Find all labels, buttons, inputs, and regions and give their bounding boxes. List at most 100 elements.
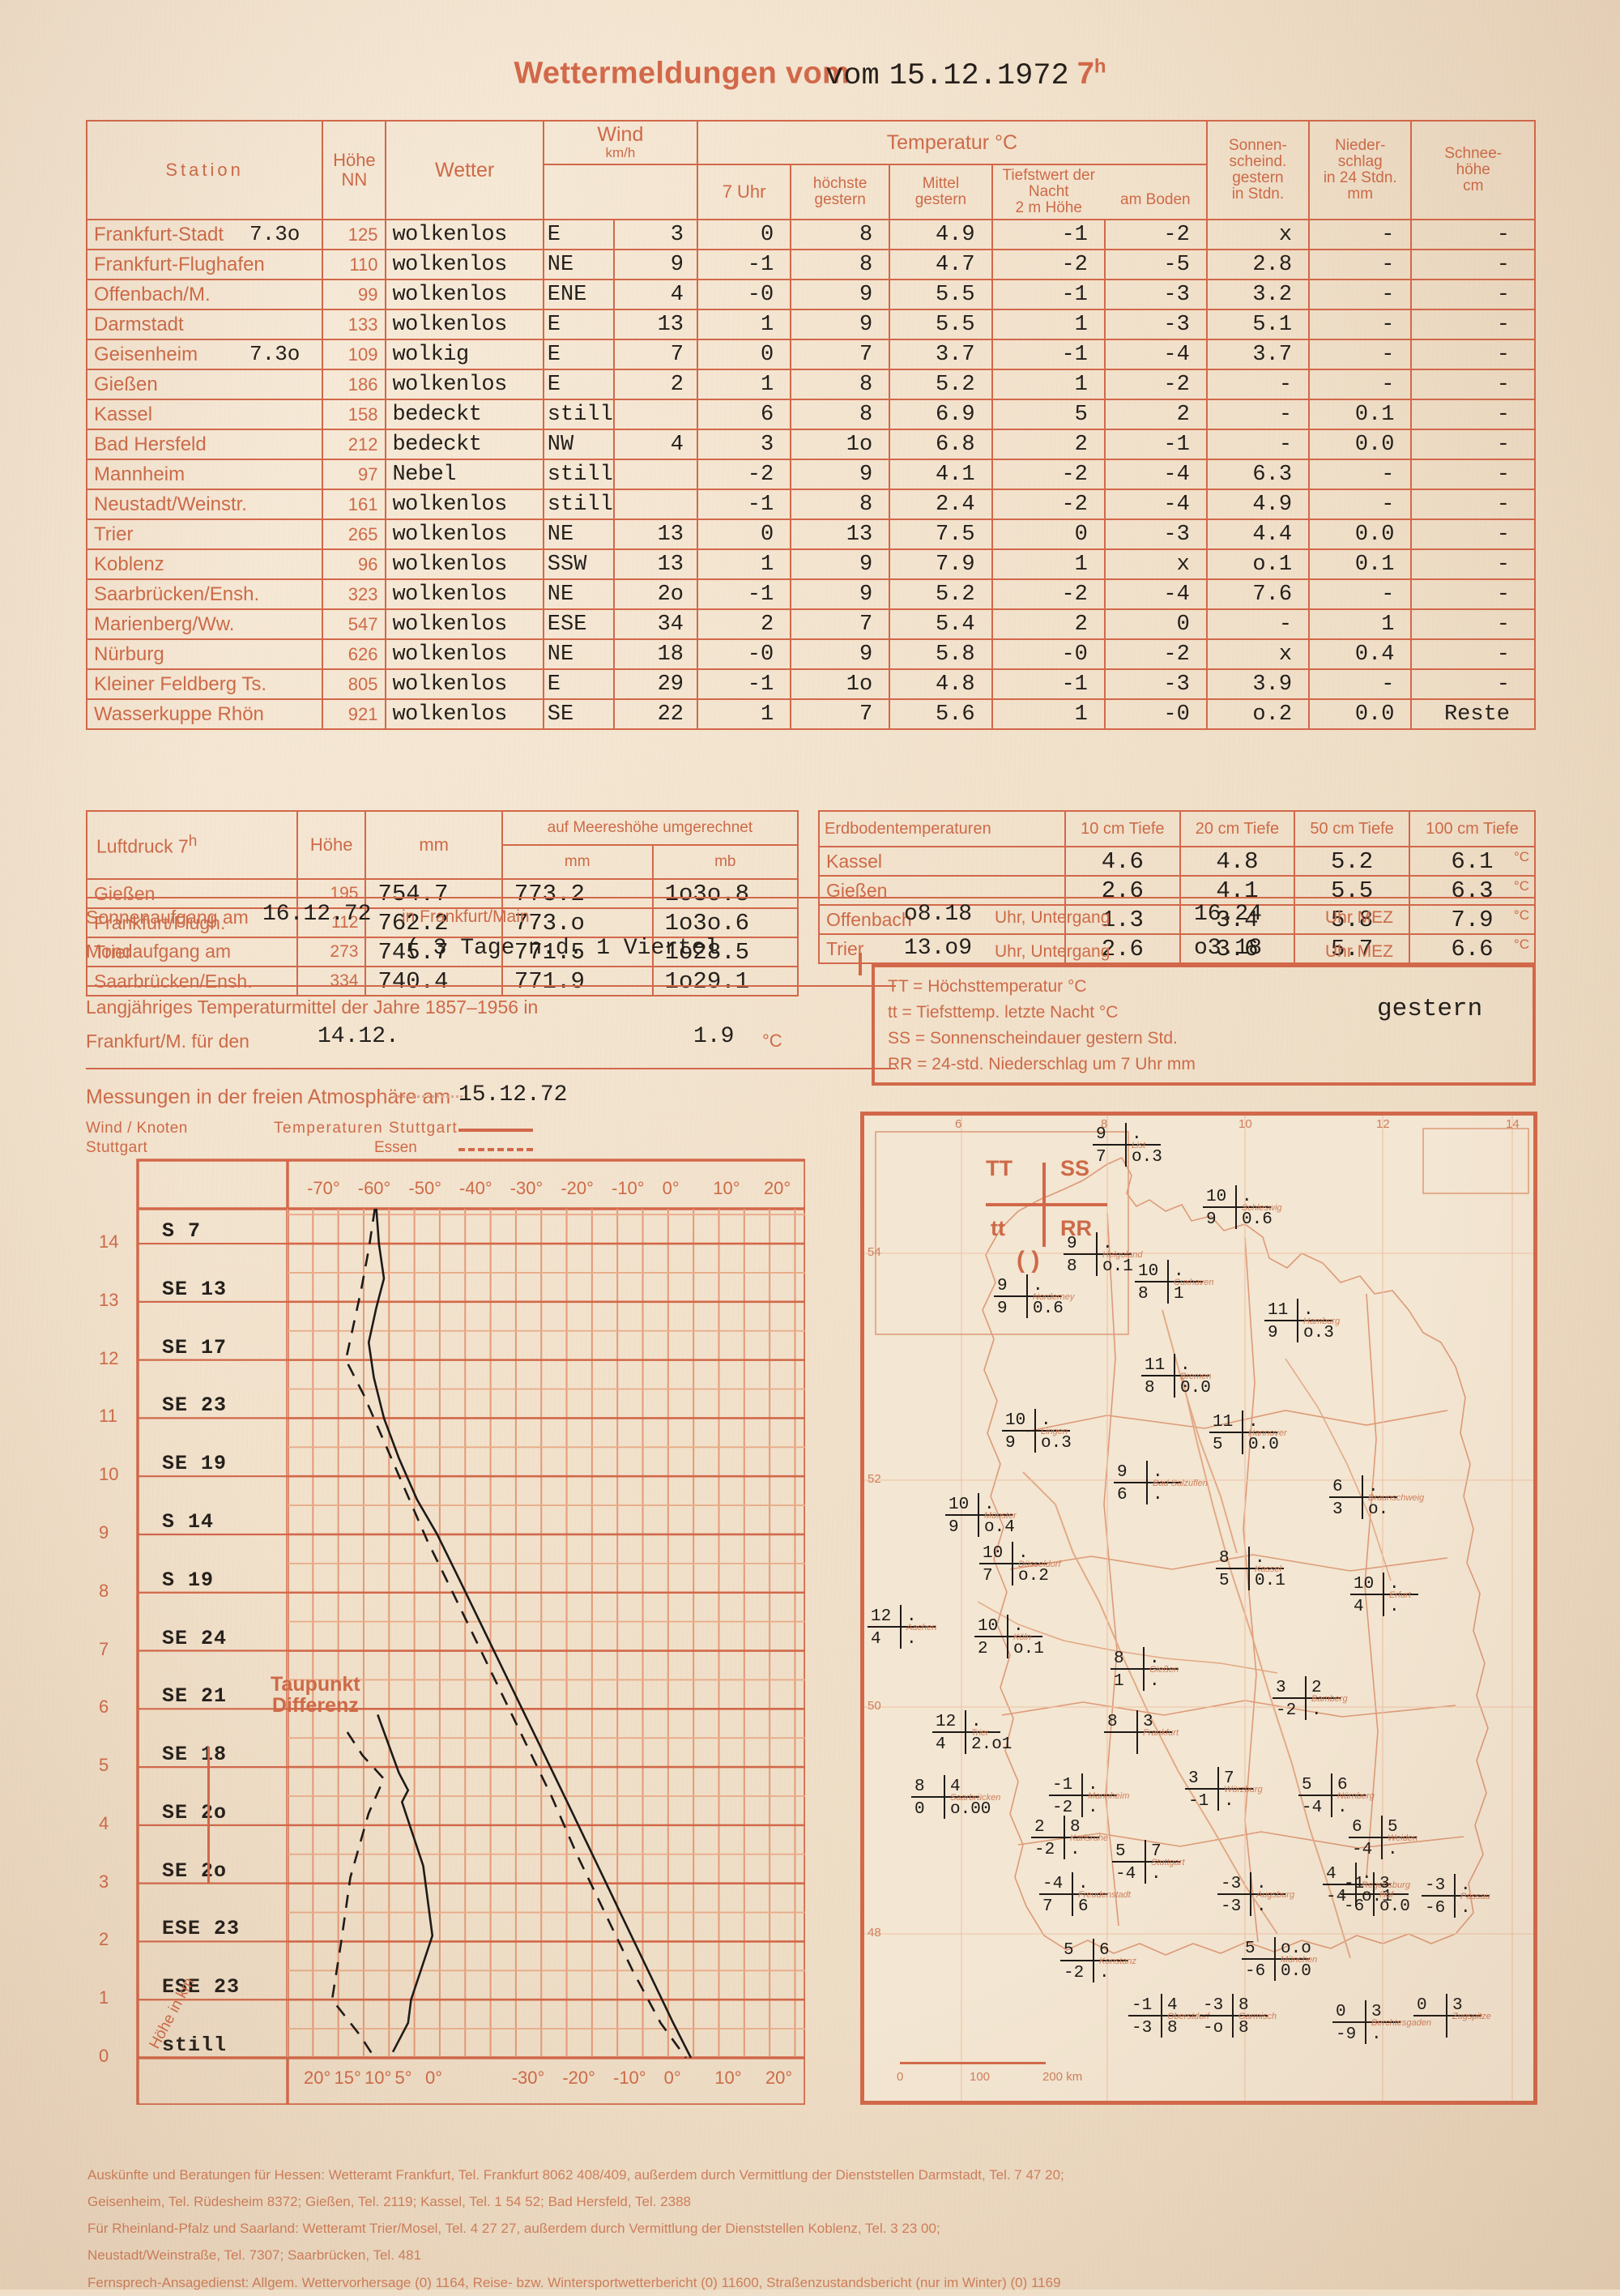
cell-temp-min-ground: -4 bbox=[1103, 339, 1208, 370]
page-title: Wettermeldungen vomvom 15.12.1972 7h bbox=[0, 55, 1620, 93]
cell-temp-7uhr: 0 bbox=[696, 339, 792, 370]
cell-station: Gießen bbox=[85, 369, 324, 400]
chart-y-tick: 7 bbox=[99, 1638, 109, 1659]
th-luft-hoehe: Höhe bbox=[296, 810, 367, 880]
station-tt-min: 9 bbox=[1005, 1434, 1016, 1453]
table-row: Saarbrücken/Ensh. 323 wolkenlos NE 2o -1 9 5.2-… bbox=[85, 578, 1536, 610]
chart-top-tick: -30° bbox=[509, 1178, 544, 1198]
cell-precip: - bbox=[1308, 578, 1413, 610]
station-tt: 0 bbox=[1336, 2003, 1346, 2021]
title-main: Wettermeldungen vom bbox=[514, 56, 850, 91]
erd-unit: °C bbox=[1513, 878, 1529, 894]
map-station-name: Garmisch bbox=[1238, 2012, 1277, 2021]
station-hbar bbox=[1064, 1253, 1132, 1255]
station-ss: . bbox=[1460, 1876, 1471, 1895]
cell-temp-max: 9 bbox=[790, 309, 891, 340]
cell-sunshine: x bbox=[1205, 638, 1311, 670]
cell-ld-mm: 745.7 bbox=[364, 937, 503, 967]
station-tt-min: -4 bbox=[1302, 1799, 1323, 1817]
cell-hoehe: 323 bbox=[322, 578, 387, 610]
station-rr: . bbox=[1388, 1841, 1398, 1859]
cell-temp-min-2m: -2 bbox=[991, 249, 1106, 280]
cell-wind-speed: 13 bbox=[612, 519, 698, 550]
station-tt-min: 7 bbox=[1042, 1897, 1053, 1916]
sunrise-place: in Frankfurt/Main bbox=[402, 907, 530, 926]
germany-weather-map: TT SS tt RR ( ) 9. 7 o.3 List 10. 9 0.6 Schlesw… bbox=[860, 1112, 1537, 2105]
title-hour: 7h bbox=[1076, 55, 1106, 91]
cell-precip: - bbox=[1308, 489, 1413, 520]
cell-erd-20: 3.6 bbox=[1179, 933, 1296, 964]
map-station-name: Berchtesgaden bbox=[1371, 2018, 1431, 2028]
station-hbar bbox=[1114, 1482, 1182, 1483]
chart-y-tick: 1 bbox=[99, 1987, 109, 2008]
cell-temp-7uhr: 0 bbox=[696, 519, 792, 550]
cell-ld-nn-mm: 771.9 bbox=[501, 966, 654, 996]
station-ss: 6 bbox=[1099, 1941, 1110, 1960]
map-station-name: Trier bbox=[971, 1728, 989, 1738]
luftdruck-subheader-row: mm mb bbox=[87, 844, 799, 880]
station-hbar bbox=[1111, 1668, 1179, 1670]
map-station-name: Helgoland bbox=[1102, 1250, 1143, 1260]
station-ss: . bbox=[1078, 1875, 1089, 1893]
cell-station: Saarbrücken/Ensh. bbox=[85, 578, 324, 610]
footer-line-1: Auskünfte und Beratungen für Hessen: Wet… bbox=[87, 2167, 1064, 2183]
cell-temp-min-ground: -3 bbox=[1103, 519, 1208, 550]
chart-wind-entry: S 7 bbox=[162, 1219, 202, 1244]
cell-wind-speed bbox=[612, 399, 698, 430]
th-tief-boden: am Boden bbox=[1104, 164, 1208, 220]
cell-hoehe: 212 bbox=[322, 429, 387, 460]
map-station-name: Stuttgart bbox=[1151, 1858, 1185, 1867]
cell-temp-min-ground: 2 bbox=[1103, 399, 1208, 430]
cell-snow: - bbox=[1410, 578, 1536, 610]
station-tt: 5 bbox=[1302, 1776, 1312, 1795]
cell-wetter: wolkig bbox=[385, 339, 544, 370]
station-tt: -3 bbox=[1221, 1875, 1242, 1893]
cell-sunshine: o.1 bbox=[1205, 548, 1311, 580]
cell-precip: - bbox=[1308, 369, 1413, 400]
cell-precip: - bbox=[1308, 309, 1413, 340]
cell-temp-7uhr: -0 bbox=[696, 638, 792, 670]
station-hbar bbox=[1049, 1795, 1117, 1796]
station-tt: 6 bbox=[1352, 1818, 1362, 1837]
cell-erd-100: 6.1 °C bbox=[1408, 846, 1537, 877]
cell-hoehe: 99 bbox=[322, 279, 387, 310]
cell-sunshine: 3.9 bbox=[1205, 668, 1311, 700]
station-tt: 9 bbox=[1067, 1235, 1077, 1253]
th-luft-mm: mm bbox=[364, 810, 503, 880]
sunrise-time: o8.18 bbox=[904, 902, 973, 927]
station-ss: 4 bbox=[950, 1777, 961, 1796]
station-hbar bbox=[1273, 1697, 1341, 1699]
cell-temp-7uhr: 1 bbox=[696, 698, 792, 730]
chart-bottom-tick-right: -20° bbox=[562, 2068, 595, 2088]
messungen-dots bbox=[394, 1095, 463, 1098]
chart-wind-entry: S 14 bbox=[162, 1509, 215, 1534]
cell-sunshine: 3.2 bbox=[1205, 279, 1311, 310]
map-station-name: Augsburg bbox=[1256, 1890, 1295, 1900]
th-erdboden: Erdbodentemperaturen bbox=[818, 810, 1066, 847]
key-wind-knoten: Wind / Knoten bbox=[86, 1120, 188, 1137]
station-hbar bbox=[932, 1731, 1000, 1733]
th-mittel: Mittel gestern bbox=[889, 164, 993, 220]
station-hbar bbox=[1203, 1206, 1271, 1208]
station-rr: o.3 bbox=[1132, 1148, 1162, 1167]
cell-temp-max: 8 bbox=[790, 369, 891, 400]
contact-footer: Auskünfte und Beratungen für Hessen: Wet… bbox=[87, 2162, 1545, 2296]
th-hoehe: Höhe NN bbox=[322, 120, 387, 220]
langj-date: 14.12. bbox=[318, 1024, 399, 1049]
cell-snow: - bbox=[1410, 249, 1536, 280]
station-tt: 3 bbox=[1276, 1679, 1286, 1697]
station-ss: 8 bbox=[1238, 1996, 1249, 2015]
cell-precip: 0.0 bbox=[1308, 429, 1413, 460]
cell-wind-dir: E bbox=[542, 668, 615, 700]
cell-erd-10: 4.6 bbox=[1064, 846, 1181, 877]
cell-temp-7uhr: -1 bbox=[696, 489, 792, 520]
map-station-name: Saarbrücken bbox=[950, 1793, 1001, 1803]
langj-unit: °C bbox=[762, 1031, 782, 1051]
cell-erd-50: 5.8 bbox=[1294, 904, 1410, 935]
cell-ld-nn-mb: 1o29.1 bbox=[651, 966, 799, 996]
cell-sunshine: 6.3 bbox=[1205, 459, 1311, 490]
moonrise-label: Mondaufgang am bbox=[86, 941, 232, 962]
cell-temp-min-ground: -3 bbox=[1103, 668, 1208, 700]
map-station-name: Aachen bbox=[906, 1623, 937, 1632]
station-rr: . bbox=[1337, 1799, 1348, 1817]
